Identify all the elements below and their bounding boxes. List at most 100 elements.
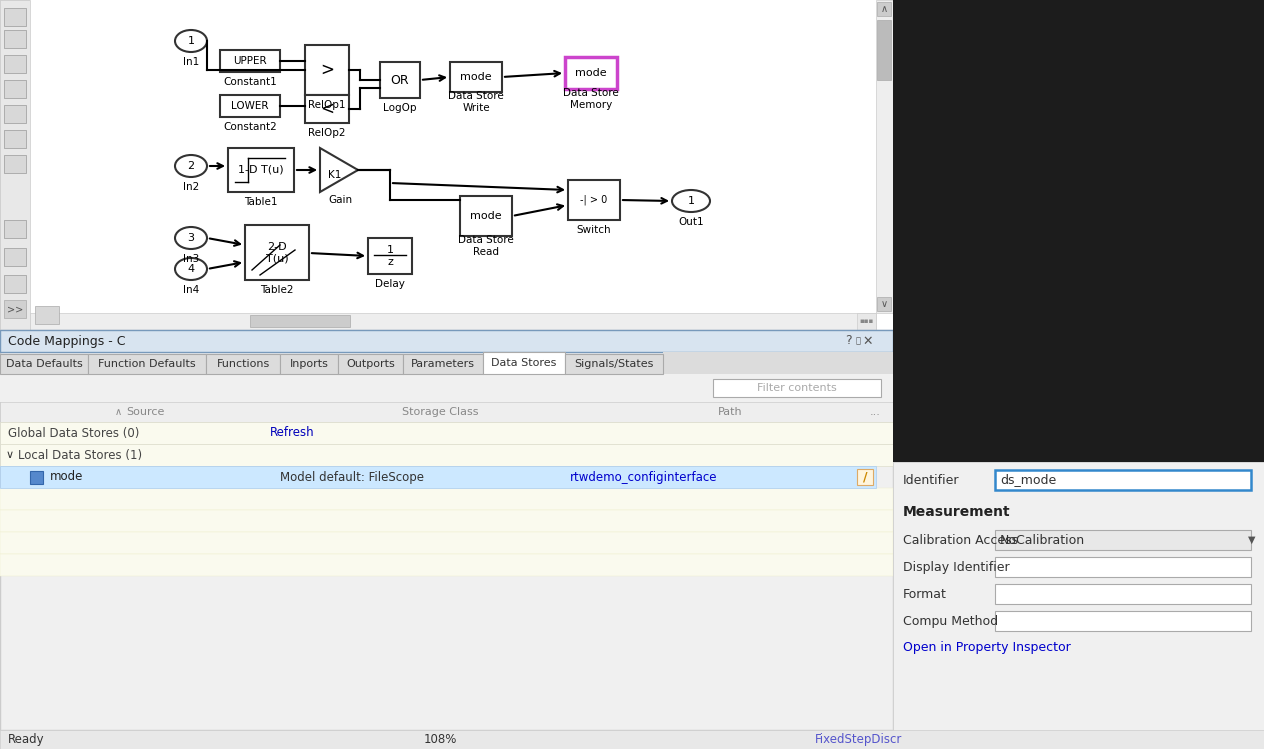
Text: Functions: Functions bbox=[216, 359, 269, 369]
Text: Global Data Stores (0): Global Data Stores (0) bbox=[8, 426, 139, 440]
Bar bbox=[0, 466, 876, 488]
Ellipse shape bbox=[174, 227, 207, 249]
Bar bbox=[4, 55, 27, 73]
Text: Out1: Out1 bbox=[679, 217, 704, 227]
Bar bbox=[0, 402, 892, 422]
Text: K1: K1 bbox=[329, 170, 341, 180]
Bar bbox=[568, 180, 621, 220]
Text: 1-D T(u): 1-D T(u) bbox=[238, 165, 284, 175]
Text: mode: mode bbox=[51, 470, 83, 484]
Bar bbox=[0, 422, 892, 444]
Text: Calibration Access: Calibration Access bbox=[902, 533, 1018, 547]
Bar bbox=[664, 352, 892, 374]
Text: Storage Class: Storage Class bbox=[402, 407, 478, 417]
Text: ✕: ✕ bbox=[863, 335, 873, 348]
Text: Display Identifier: Display Identifier bbox=[902, 560, 1010, 574]
Bar bbox=[0, 330, 892, 730]
Bar bbox=[4, 155, 27, 173]
Text: Switch: Switch bbox=[576, 225, 612, 235]
Bar bbox=[0, 510, 892, 532]
Text: ▪▪▪: ▪▪▪ bbox=[858, 318, 873, 324]
Bar bbox=[0, 488, 892, 510]
Text: >>: >> bbox=[6, 304, 23, 314]
Text: >: > bbox=[320, 61, 334, 79]
Bar bbox=[0, 374, 892, 402]
Text: Table2: Table2 bbox=[260, 285, 293, 295]
Text: RelOp2: RelOp2 bbox=[308, 128, 346, 138]
Bar bbox=[4, 130, 27, 148]
Bar bbox=[877, 2, 891, 16]
Bar bbox=[857, 313, 876, 330]
Bar bbox=[4, 248, 27, 266]
Text: Open in Property Inspector: Open in Property Inspector bbox=[902, 641, 1071, 655]
Text: Inports: Inports bbox=[289, 359, 329, 369]
Bar bbox=[281, 354, 337, 374]
Bar bbox=[995, 611, 1251, 631]
Text: Data Store
Memory: Data Store Memory bbox=[564, 88, 619, 110]
Text: ∧: ∧ bbox=[881, 4, 887, 14]
Bar bbox=[4, 80, 27, 98]
Text: Identifier: Identifier bbox=[902, 473, 959, 487]
Text: Constant1: Constant1 bbox=[224, 77, 277, 87]
Ellipse shape bbox=[672, 190, 710, 212]
Text: OR: OR bbox=[391, 73, 410, 86]
Bar bbox=[460, 196, 512, 236]
Bar bbox=[305, 45, 349, 95]
Bar bbox=[4, 105, 27, 123]
Text: ?: ? bbox=[844, 335, 852, 348]
Text: RelOp1: RelOp1 bbox=[308, 100, 346, 110]
Text: 2-D
T(u): 2-D T(u) bbox=[265, 242, 288, 264]
Text: -| > 0: -| > 0 bbox=[580, 195, 608, 205]
Text: NoCalibration: NoCalibration bbox=[1000, 533, 1085, 547]
Bar bbox=[245, 225, 308, 280]
Text: Model default: FileScope: Model default: FileScope bbox=[281, 470, 423, 484]
Bar bbox=[995, 530, 1251, 550]
Text: Function Defaults: Function Defaults bbox=[99, 359, 196, 369]
Text: Delay: Delay bbox=[375, 279, 404, 289]
Bar bbox=[713, 379, 881, 397]
Text: ∨: ∨ bbox=[6, 450, 14, 460]
Text: In2: In2 bbox=[183, 182, 200, 192]
Text: 1
z: 1 z bbox=[387, 245, 393, 267]
Text: In3: In3 bbox=[183, 254, 200, 264]
Ellipse shape bbox=[174, 30, 207, 52]
Text: Data Store
Write: Data Store Write bbox=[449, 91, 504, 113]
Text: Compu Method: Compu Method bbox=[902, 614, 999, 628]
Bar bbox=[403, 354, 483, 374]
Bar bbox=[995, 584, 1251, 604]
Bar bbox=[4, 220, 27, 238]
Bar bbox=[877, 297, 891, 311]
Bar bbox=[30, 0, 892, 330]
Text: rtwdemo_configinterface: rtwdemo_configinterface bbox=[570, 470, 718, 484]
Text: Gain: Gain bbox=[327, 195, 353, 205]
Text: Measurement: Measurement bbox=[902, 505, 1011, 519]
Text: Data Defaults: Data Defaults bbox=[5, 359, 82, 369]
Text: 3: 3 bbox=[187, 233, 195, 243]
Text: In4: In4 bbox=[183, 285, 200, 295]
Bar bbox=[305, 95, 349, 123]
Text: Data Store
Read: Data Store Read bbox=[458, 235, 514, 257]
Text: Refresh: Refresh bbox=[270, 426, 315, 440]
Bar bbox=[0, 444, 892, 466]
Bar bbox=[206, 354, 281, 374]
Bar bbox=[0, 0, 892, 330]
Text: Parameters: Parameters bbox=[411, 359, 475, 369]
Text: <: < bbox=[320, 100, 334, 118]
Text: FixedStepDiscr: FixedStepDiscr bbox=[815, 733, 902, 746]
Text: Format: Format bbox=[902, 587, 947, 601]
Bar bbox=[877, 20, 891, 80]
Text: 📌: 📌 bbox=[856, 336, 861, 345]
Text: ∨: ∨ bbox=[881, 299, 887, 309]
Text: ∧: ∧ bbox=[115, 407, 121, 417]
Text: Ready: Ready bbox=[8, 733, 44, 746]
Text: mode: mode bbox=[470, 211, 502, 221]
Text: Filter contents: Filter contents bbox=[757, 383, 837, 393]
Text: LOWER: LOWER bbox=[231, 101, 269, 111]
Bar bbox=[857, 469, 873, 485]
Bar bbox=[0, 730, 1264, 749]
Bar bbox=[30, 471, 43, 484]
Text: Constant2: Constant2 bbox=[224, 122, 277, 132]
Text: ...: ... bbox=[870, 407, 881, 417]
Text: 1: 1 bbox=[187, 36, 195, 46]
Text: 2: 2 bbox=[187, 161, 195, 171]
